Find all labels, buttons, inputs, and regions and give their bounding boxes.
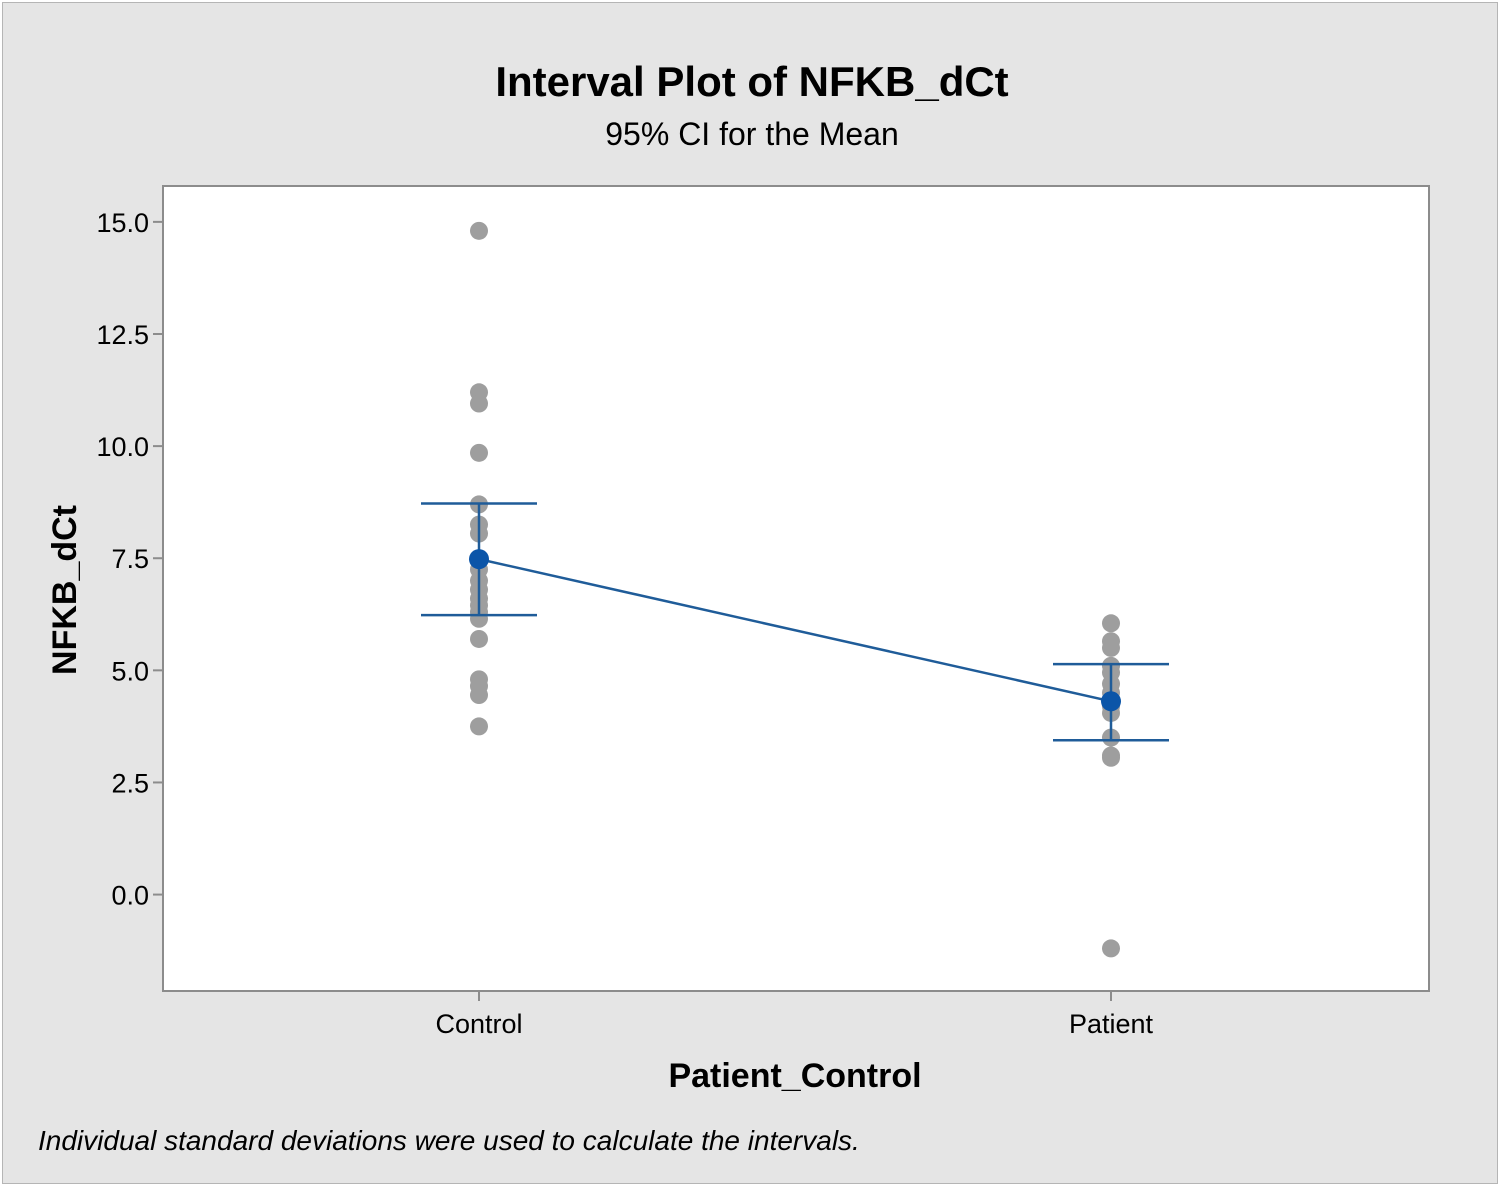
confidence-intervals bbox=[421, 502, 1169, 742]
y-tick-label: 15.0 bbox=[96, 208, 149, 238]
data-point-control bbox=[470, 394, 488, 413]
data-point-control bbox=[470, 717, 488, 736]
data-point-control bbox=[470, 221, 488, 240]
chart-title: Interval Plot of NFKB_dCt bbox=[495, 58, 1008, 105]
data-point-patient bbox=[1102, 614, 1120, 633]
x-axis: Control Patient bbox=[435, 991, 1154, 1039]
data-point-control bbox=[470, 443, 488, 462]
x-tick-label-control: Control bbox=[435, 1009, 522, 1039]
data-point-control bbox=[470, 629, 488, 648]
plot-area bbox=[162, 185, 1430, 992]
y-tick-label: 10.0 bbox=[96, 432, 149, 462]
x-tick-label-patient: Patient bbox=[1069, 1009, 1154, 1039]
y-tick-label: 12.5 bbox=[96, 320, 149, 350]
y-tick-label: 7.5 bbox=[111, 544, 149, 574]
y-tick-label: 5.0 bbox=[111, 656, 149, 686]
mean-marker-control bbox=[469, 549, 489, 570]
data-point-patient bbox=[1102, 939, 1120, 958]
data-point-patient bbox=[1102, 748, 1120, 767]
chart-footnote: Individual standard deviations were used… bbox=[38, 1125, 860, 1156]
mean-connector-line bbox=[478, 557, 1112, 703]
data-point-patient bbox=[1102, 638, 1120, 657]
y-tick-label: 0.0 bbox=[111, 881, 149, 911]
y-axis: 0.0 2.5 5.0 7.5 10.0 12.5 15.0 bbox=[96, 208, 163, 911]
y-tick-label: 2.5 bbox=[111, 768, 149, 798]
y-axis-label: NFKB_dCt bbox=[46, 505, 84, 675]
mean-marker-patient bbox=[1101, 691, 1121, 712]
x-axis-label: Patient_Control bbox=[668, 1057, 921, 1095]
chart-subtitle: 95% CI for the Mean bbox=[605, 116, 898, 152]
data-point-control bbox=[470, 686, 488, 705]
